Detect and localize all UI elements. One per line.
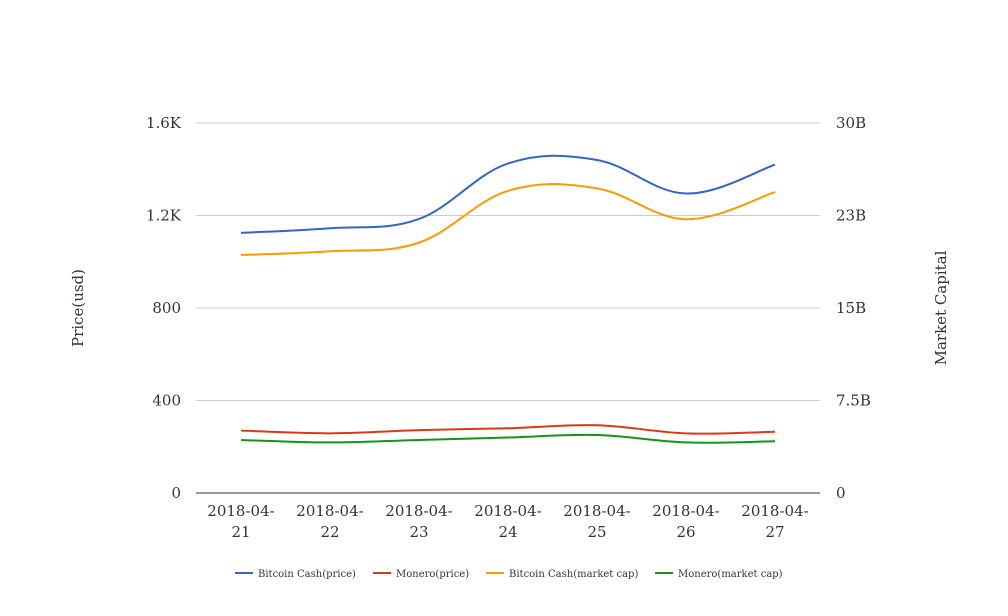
- right-tick-label: 30B: [836, 114, 866, 132]
- right-tick-label: 0: [836, 484, 846, 502]
- x-tick-label: 2018-04-24: [474, 502, 541, 541]
- legend-label: Bitcoin Cash(price): [258, 569, 356, 580]
- series-line-3: [240, 433, 776, 444]
- right-tick-label: 23B: [836, 207, 866, 225]
- x-axis-ticks: 2018-04-21 2018-04-22 2018-04-23 2018-04-24…: [207, 502, 808, 541]
- x-tick-label: 2018-04-27: [741, 502, 808, 541]
- right-axis-ticks: 0 7.5B 15B 23B 30B: [836, 114, 871, 502]
- series-line-1: [240, 424, 776, 435]
- legend-label: Monero(market cap): [678, 569, 783, 580]
- x-tick-label: 2018-04-25: [563, 502, 630, 541]
- x-tick-label: 2018-04-21: [207, 502, 274, 541]
- left-axis-ticks: 0 400 800 1.2K 1.6K: [146, 114, 182, 502]
- left-tick-label: 1.2K: [146, 207, 182, 225]
- left-tick-label: 800: [152, 299, 181, 317]
- right-tick-label: 7.5B: [836, 392, 871, 410]
- legend: Bitcoin Cash(price) Monero(price) Bitcoin …: [235, 569, 783, 580]
- left-tick-label: 0: [171, 484, 181, 502]
- left-tick-label: 400: [152, 392, 181, 410]
- series-lines: [240, 154, 776, 444]
- series-line-2: [240, 183, 776, 256]
- right-tick-label: 15B: [836, 299, 866, 317]
- series-line-0: [240, 154, 776, 234]
- legend-label: Monero(price): [396, 569, 469, 580]
- x-tick-label: 2018-04-22: [296, 502, 363, 541]
- right-axis-title: Market Capital: [932, 250, 950, 365]
- legend-label: Bitcoin Cash(market cap): [509, 569, 638, 580]
- x-tick-label: 2018-04-26: [652, 502, 719, 541]
- x-tick-label: 2018-04-23: [385, 502, 452, 541]
- left-tick-label: 1.6K: [146, 114, 182, 132]
- left-axis-title: Price(usd): [69, 269, 87, 347]
